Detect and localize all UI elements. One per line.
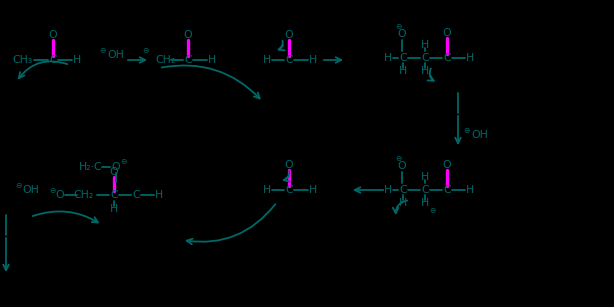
Text: ⊖: ⊖	[99, 45, 105, 55]
Text: H: H	[399, 198, 407, 208]
Text: H: H	[155, 190, 163, 200]
Text: H: H	[263, 55, 271, 65]
Text: H: H	[421, 172, 429, 182]
Text: H: H	[309, 185, 317, 195]
Text: O: O	[398, 161, 406, 171]
Text: H: H	[110, 204, 118, 214]
Text: H: H	[421, 40, 429, 50]
Text: O: O	[443, 28, 451, 38]
Text: H: H	[399, 66, 407, 76]
Text: H: H	[309, 55, 317, 65]
Text: O: O	[110, 167, 119, 177]
Text: H: H	[384, 185, 392, 195]
Text: H: H	[384, 53, 392, 63]
Text: OH: OH	[471, 130, 488, 140]
Text: H: H	[466, 185, 474, 195]
Text: C: C	[443, 53, 451, 63]
Text: O: O	[184, 30, 192, 40]
Text: ⊖: ⊖	[429, 205, 435, 215]
Text: O: O	[112, 162, 120, 172]
Text: O: O	[56, 190, 64, 200]
Text: C: C	[184, 55, 192, 65]
Text: C: C	[399, 185, 407, 195]
Text: ⊖: ⊖	[15, 181, 21, 189]
Text: ⊖: ⊖	[395, 21, 401, 30]
Text: H: H	[208, 55, 216, 65]
Text: OH: OH	[107, 50, 124, 60]
Text: C: C	[110, 190, 118, 200]
Text: CH₂: CH₂	[74, 190, 94, 200]
Text: C: C	[132, 190, 140, 200]
Text: ⊖: ⊖	[49, 185, 55, 195]
Text: CH₂: CH₂	[155, 55, 175, 65]
Text: C: C	[421, 185, 429, 195]
Text: H₂·C: H₂·C	[79, 162, 102, 172]
Text: O: O	[285, 30, 293, 40]
Text: C: C	[443, 185, 451, 195]
Text: H: H	[73, 55, 81, 65]
Text: OH: OH	[22, 185, 39, 195]
Text: H: H	[421, 198, 429, 208]
Text: H: H	[263, 185, 271, 195]
Text: O: O	[398, 29, 406, 39]
Text: O: O	[49, 30, 57, 40]
Text: H: H	[466, 53, 474, 63]
Text: C: C	[285, 185, 293, 195]
Text: H: H	[421, 66, 429, 76]
Text: ⊖: ⊖	[463, 126, 469, 134]
Text: ⊖: ⊖	[142, 45, 148, 55]
Text: CH₃: CH₃	[12, 55, 32, 65]
Text: O: O	[443, 160, 451, 170]
Text: ⊖: ⊖	[395, 154, 401, 162]
Text: C: C	[421, 53, 429, 63]
Text: C: C	[399, 53, 407, 63]
Text: C: C	[49, 55, 57, 65]
Text: C: C	[285, 55, 293, 65]
Text: ⊖: ⊖	[120, 157, 126, 165]
Text: O: O	[285, 160, 293, 170]
